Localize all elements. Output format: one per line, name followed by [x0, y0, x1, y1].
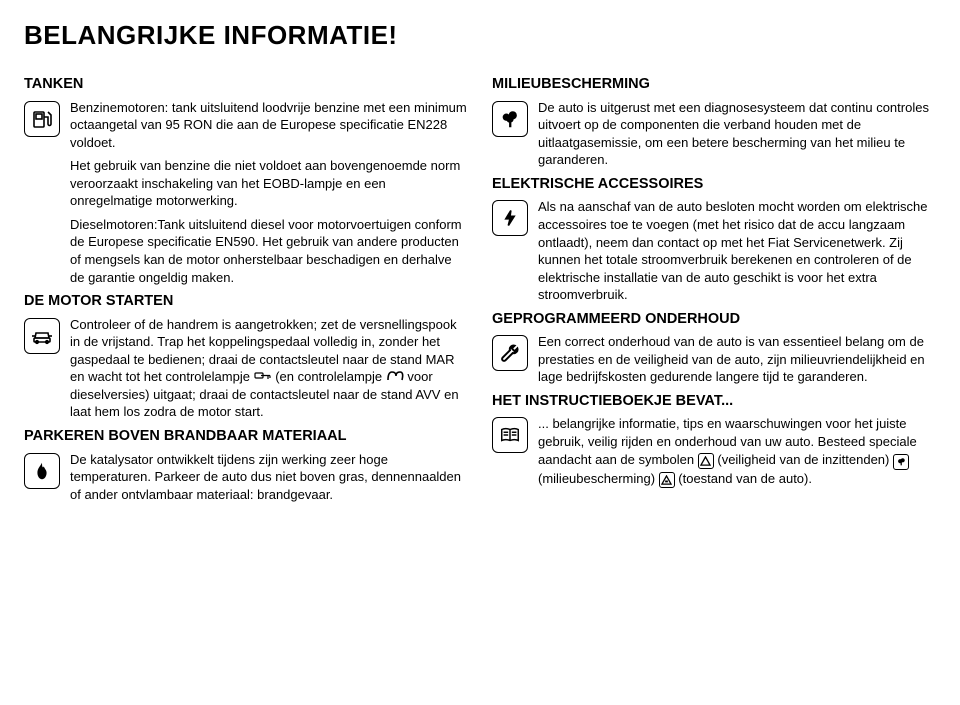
- fuel-pump-icon: [24, 101, 60, 137]
- boekje-mid2: (milieubescherming): [538, 471, 659, 486]
- safety-triangle-icon: [698, 453, 714, 469]
- block-milieu: De auto is uitgerust met een diagnosesys…: [492, 99, 936, 169]
- heading-onderhoud: GEPROGRAMMEERD ONDERHOUD: [492, 310, 936, 330]
- block-starten: Controleer of de handrem is aangetrokken…: [24, 316, 468, 421]
- page-title: BELANGRIJKE INFORMATIE!: [24, 18, 936, 53]
- block-elek: Als na aanschaf van de auto besloten moc…: [492, 198, 936, 303]
- elek-p1: Als na aanschaf van de auto besloten moc…: [538, 198, 936, 303]
- book-icon: [492, 417, 528, 453]
- right-column: MILIEUBESCHERMING De auto is uitgerust m…: [492, 71, 936, 509]
- starten-text: Controleer of de handrem is aangetrokken…: [70, 316, 468, 421]
- milieu-p1: De auto is uitgerust met een diagnosesys…: [538, 99, 936, 169]
- onderhoud-p1: Een correct onderhoud van de auto is van…: [538, 333, 936, 386]
- heading-starten: DE MOTOR STARTEN: [24, 292, 468, 312]
- heading-tanken: TANKEN: [24, 75, 468, 95]
- key-warning-icon: [254, 369, 272, 383]
- block-boekje: ... belangrijke informatie, tips en waar…: [492, 415, 936, 488]
- wrench-icon: [492, 335, 528, 371]
- parkeren-p1: De katalysator ontwikkelt tijdens zijn w…: [70, 451, 468, 504]
- boekje-mid1: (veiligheid van de inzittenden): [717, 452, 893, 467]
- glow-plug-icon: [386, 369, 404, 383]
- block-tanken: Benzinemotoren: tank uitsluitend loodvri…: [24, 99, 468, 152]
- fire-icon: [24, 453, 60, 489]
- block-onderhoud: Een correct onderhoud van de auto is van…: [492, 333, 936, 386]
- tanken-p3: Dieselmotoren:Tank uitsluitend diesel vo…: [70, 216, 468, 286]
- car-triangle-icon: [659, 472, 675, 488]
- left-column: TANKEN Benzinemotoren: tank uitsluitend …: [24, 71, 468, 509]
- boekje-post: (toestand van de auto).: [678, 471, 812, 486]
- starten-mid: (en controlelampje: [275, 369, 386, 384]
- block-tanken-3: Dieselmotoren:Tank uitsluitend diesel vo…: [24, 216, 468, 286]
- heading-elek: ELEKTRISCHE ACCESSOIRES: [492, 175, 936, 195]
- lightning-icon: [492, 200, 528, 236]
- block-tanken-2: Het gebruik van benzine die niet voldoet…: [24, 157, 468, 210]
- heading-boekje: HET INSTRUCTIEBOEKJE BEVAT...: [492, 392, 936, 412]
- boekje-text: ... belangrijke informatie, tips en waar…: [538, 415, 936, 488]
- heading-parkeren: PARKEREN BOVEN BRANDBAAR MATERIAAL: [24, 427, 468, 447]
- tanken-p1: Benzinemotoren: tank uitsluitend loodvri…: [70, 99, 468, 152]
- tree-icon: [492, 101, 528, 137]
- columns: TANKEN Benzinemotoren: tank uitsluitend …: [24, 71, 936, 509]
- car-front-icon: [24, 318, 60, 354]
- tanken-p2: Het gebruik van benzine die niet voldoet…: [70, 157, 468, 210]
- heading-milieu: MILIEUBESCHERMING: [492, 75, 936, 95]
- tree-small-icon: [893, 454, 909, 470]
- block-parkeren: De katalysator ontwikkelt tijdens zijn w…: [24, 451, 468, 504]
